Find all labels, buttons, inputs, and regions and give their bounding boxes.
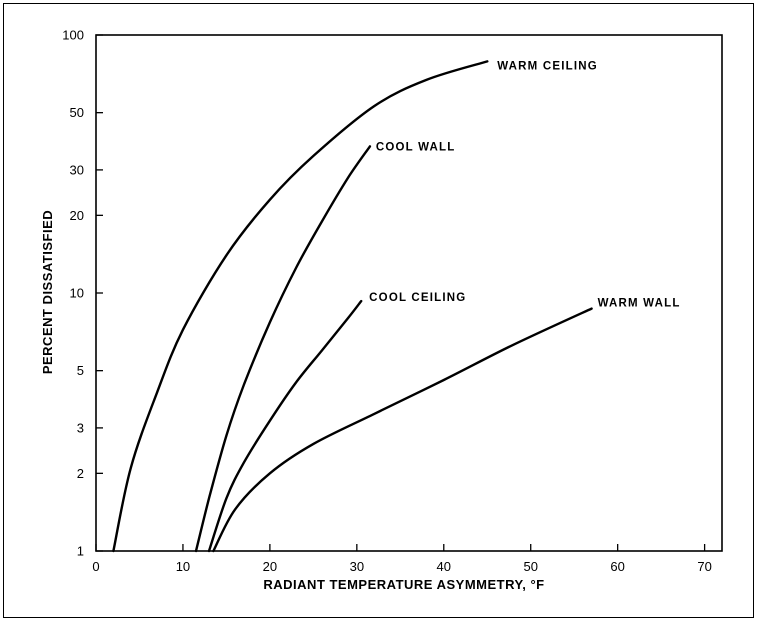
series-label-warm-ceiling: WARM CEILING xyxy=(497,60,598,72)
y-tick-label: 100 xyxy=(62,28,84,43)
series-label-warm-wall: WARM WALL xyxy=(598,298,681,310)
curve-cool-wall xyxy=(194,145,372,553)
y-tick-label: 50 xyxy=(70,105,84,120)
x-tick-label: 70 xyxy=(697,559,711,574)
x-tick-label: 10 xyxy=(176,559,190,574)
y-tick-label: 10 xyxy=(70,286,84,301)
series-label-cool-ceiling: COOL CEILING xyxy=(369,292,466,304)
y-axis-title: PERCENT DISSATISFIED xyxy=(40,210,55,374)
y-tick-label: 2 xyxy=(77,466,84,481)
y-tick-label: 30 xyxy=(70,162,84,177)
y-tick-label: 20 xyxy=(70,208,84,223)
x-tick-label: 30 xyxy=(350,559,364,574)
x-tick-label: 50 xyxy=(523,559,537,574)
curve-cool-ceiling xyxy=(207,299,363,553)
curve-warm-ceiling xyxy=(112,60,489,553)
y-tick-label: 1 xyxy=(77,544,84,559)
y-tick-label: 3 xyxy=(77,420,84,435)
axes-layer: 0 10 20 30 40 50 60 70 1 2 3 5 10 20 30 50 100 xyxy=(62,28,723,574)
curve-warm-wall xyxy=(212,307,593,553)
labels-layer: WARM CEILING COOL WALL COOL CEILING WARM WA… xyxy=(369,60,681,310)
y-tick-label: 5 xyxy=(77,363,84,378)
x-tick-label: 0 xyxy=(92,559,99,574)
x-tick-label: 20 xyxy=(263,559,277,574)
x-tick-label: 40 xyxy=(437,559,451,574)
series-label-cool-wall: COOL WALL xyxy=(376,141,456,153)
x-axis-title: RADIANT TEMPERATURE ASYMMETRY, °F xyxy=(263,577,544,592)
figure-frame xyxy=(3,3,754,618)
x-tick-label: 60 xyxy=(610,559,624,574)
curves-layer xyxy=(112,60,593,553)
